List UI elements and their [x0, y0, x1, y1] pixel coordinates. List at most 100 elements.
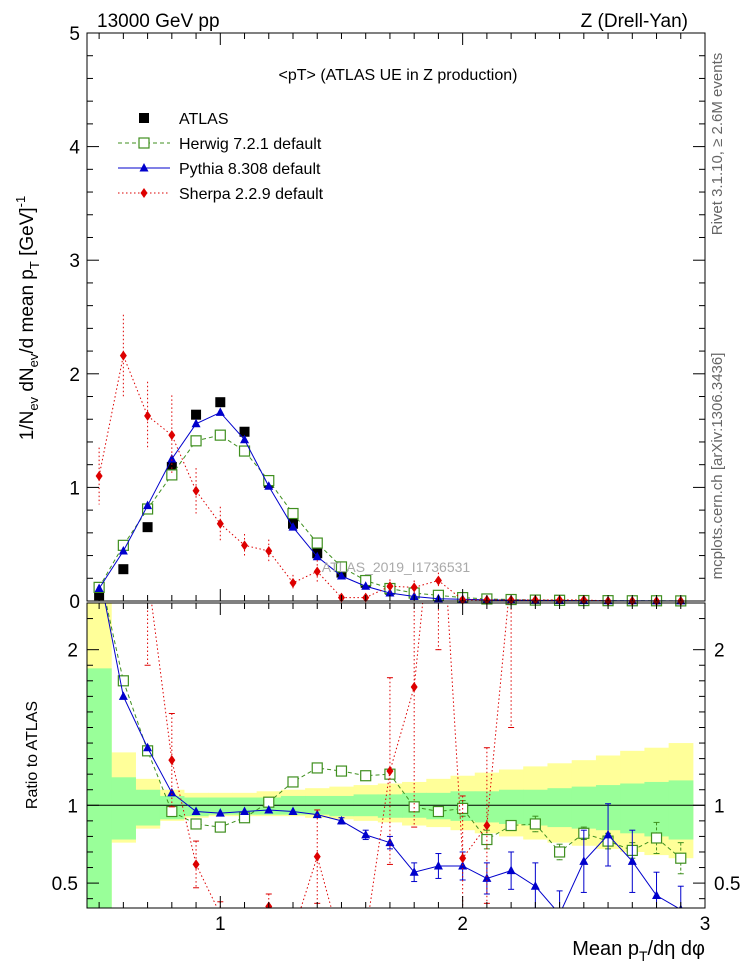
- ratio-point: [603, 829, 613, 839]
- legend-entry-herwig-7-2-1-default: Herwig 7.2.1 default: [118, 136, 322, 153]
- ratio-ytick-label: 1: [67, 796, 78, 817]
- legend-entry-pythia-8-308-default: Pythia 8.308 default: [118, 161, 321, 178]
- data-point: [214, 429, 226, 441]
- data-point: [215, 407, 225, 416]
- mcplots-label: mcplots.cern.ch [arXiv:1306.3436]: [709, 353, 726, 580]
- ratio-xtick-label: 2: [457, 914, 468, 935]
- data-point: [166, 469, 178, 481]
- data-point: [192, 485, 200, 496]
- ratio-point: [287, 776, 299, 788]
- ratio-point: [675, 852, 687, 864]
- ratio-point: [386, 766, 394, 777]
- data-point: [434, 575, 442, 586]
- data-point: [241, 540, 249, 551]
- data-point: [168, 430, 176, 441]
- main-ytick-label: 0: [69, 592, 80, 613]
- legend-marker: [139, 113, 149, 123]
- green-band: [329, 795, 355, 817]
- ratio-point: [143, 742, 153, 752]
- data-point: [287, 507, 299, 520]
- legend-label: Herwig 7.2.1 default: [179, 136, 322, 153]
- ratio-point: [506, 865, 516, 875]
- analysis-watermark: ATLAS_2019_I1736531: [322, 559, 471, 575]
- main-frame: [86, 32, 706, 602]
- ratio-panel: 0.5 0.5 1 1 2 2 1 2 3 Ratio to ATLAS Mean pT/dη …: [24, 602, 740, 964]
- legend-entry-atlas: ATLAS: [139, 111, 229, 128]
- legend-marker: [139, 163, 149, 172]
- ratio-ylabel: Ratio to ATLAS: [24, 701, 41, 809]
- main-ytick-label: 4: [69, 138, 80, 159]
- ratio-point: [459, 853, 467, 864]
- data-point: [215, 397, 226, 408]
- ratio-point: [650, 832, 663, 844]
- ratio-point: [579, 856, 589, 865]
- ratio-series-sherpa-2-2-9-default: [144, 603, 515, 908]
- ratio-point: [627, 856, 637, 865]
- data-point: [118, 546, 128, 555]
- ratio-point: [361, 829, 371, 839]
- data-point: [216, 518, 224, 529]
- ratio-point: [264, 804, 274, 814]
- ratio-marks: [87, 603, 705, 908]
- data-point: [239, 426, 250, 437]
- ratio-xlabel: Mean pT/dη dφ: [572, 938, 705, 964]
- data-point: [288, 522, 298, 531]
- ratio-point: [409, 867, 419, 876]
- green-band: [644, 781, 670, 837]
- ratio-point: [214, 821, 226, 833]
- ratio-point: [288, 806, 298, 816]
- data-point: [190, 435, 202, 447]
- legend-marker: [138, 137, 150, 149]
- data-point: [289, 577, 297, 588]
- data-point: [386, 581, 394, 592]
- header-left: 13000 GeV pp: [97, 11, 220, 32]
- ratio-ytick-label-right: 0.5: [714, 874, 740, 895]
- rivet-label: Rivet 3.1.10, ≥ 2.6M events: [709, 53, 726, 236]
- ratio-ytick-label-right: 1: [714, 796, 725, 817]
- main-ylabel: 1/Nev dNev/d mean pT [GeV]-1: [13, 196, 42, 441]
- ratio-ytick-label-right: 2: [714, 641, 725, 662]
- legend-label: ATLAS: [179, 111, 229, 128]
- ratio-ticks: 0.5 0.5 1 1 2 2 1 2 3: [52, 603, 740, 935]
- ratio-xtick-label: 3: [700, 914, 711, 935]
- data-point: [410, 582, 418, 593]
- data-point: [191, 409, 202, 420]
- data-point: [95, 471, 103, 482]
- legend-label: Sherpa 2.2.9 default: [179, 186, 324, 203]
- ratio-point: [215, 808, 225, 817]
- ratio-ytick-label: 2: [67, 641, 78, 662]
- data-point: [312, 551, 322, 561]
- ratio-point: [336, 815, 346, 825]
- data-point: [144, 410, 152, 421]
- data-point: [238, 445, 251, 457]
- main-ytick-label: 3: [69, 251, 80, 272]
- green-band: [547, 788, 573, 828]
- ratio-point: [482, 873, 492, 882]
- data-point: [336, 571, 346, 580]
- data-point: [240, 434, 250, 444]
- data-point: [265, 546, 273, 557]
- ratio-point: [168, 755, 176, 766]
- ratio-point: [312, 809, 322, 819]
- green-band: [87, 668, 112, 908]
- ratio-point: [167, 787, 177, 797]
- ratio-point: [553, 846, 566, 858]
- data-point: [119, 350, 127, 361]
- data-point: [264, 481, 274, 490]
- ratio-point: [530, 881, 540, 890]
- main-ytick-label: 2: [69, 365, 80, 386]
- ratio-xtick-label: 1: [215, 914, 226, 935]
- ratio-frame: [86, 602, 706, 909]
- green-band: [499, 789, 524, 824]
- ratio-point: [118, 691, 128, 700]
- ratio-point: [191, 806, 201, 816]
- main-panel: 0 1 2 3 4 5 <pT> (ATLAS UE in Z production) A…: [13, 24, 706, 613]
- header-right: Z (Drell-Yan): [581, 11, 688, 32]
- ratio-point: [192, 859, 200, 870]
- ratio-point: [433, 860, 443, 870]
- ratio-series-pythia-8-308-default: [104, 603, 684, 908]
- ratio-point: [432, 805, 445, 818]
- green-band: [111, 777, 136, 840]
- ratio-point: [313, 851, 321, 862]
